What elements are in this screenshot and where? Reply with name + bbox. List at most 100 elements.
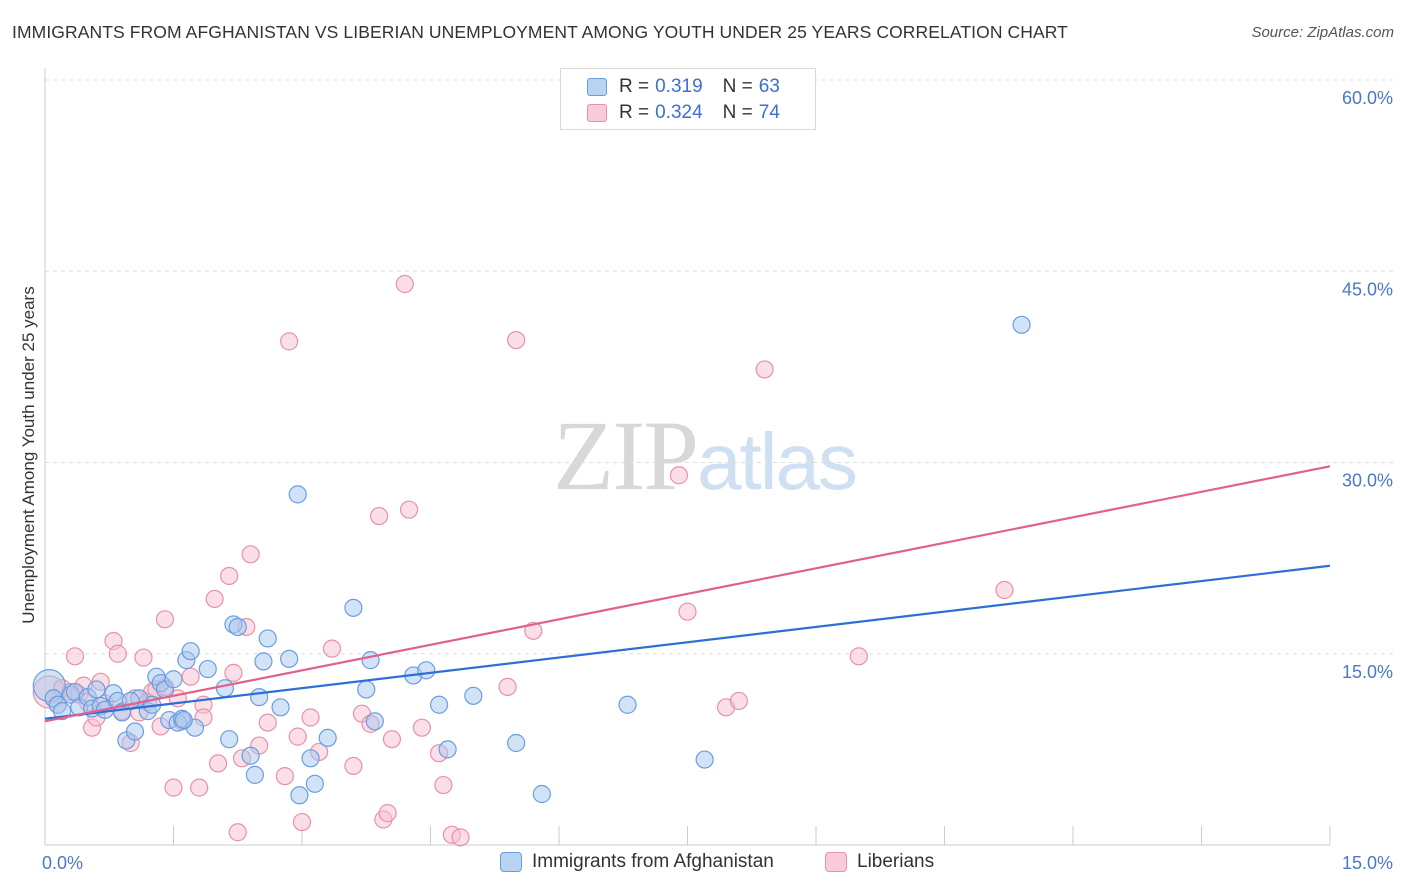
blue-point [280,649,299,668]
y-tick-label: 30.0% [1342,471,1393,491]
pink-point [524,621,543,640]
blue-point [361,651,380,670]
blue-point [245,765,264,784]
bottom-blue-swatch [500,852,522,872]
pink-point [164,778,183,797]
blue-point [288,485,307,504]
pink-point [241,545,260,564]
pink-point [301,708,320,727]
pink-point [190,778,209,797]
blue-point [254,652,273,671]
pink-point [669,466,689,485]
blue-point [228,617,247,637]
blue-point [215,679,234,698]
blue-swatch [587,78,607,96]
axes [44,68,1331,846]
pink-point [205,589,224,609]
pink-point [181,667,200,686]
blue-point [357,680,376,699]
pink-point [399,500,419,519]
y-tick-label: 15.0% [1342,662,1393,682]
afghanistan-points [32,315,1031,805]
blue-point [301,749,320,768]
blue-point [1012,315,1031,334]
liberians-points [32,274,1014,847]
legend-pink-r-value: 0.324 [655,102,703,123]
blue-point [125,722,145,741]
blue-point [290,786,309,805]
y-tick-label: 60.0% [1342,88,1393,108]
source-credit: Source: ZipAtlas.com [1251,24,1394,41]
bottom-blue-label: Immigrants from Afghanistan [532,851,774,872]
blue-point [250,687,269,707]
pink-point [292,812,312,832]
bottom-legend-pink: Liberians [825,851,934,873]
pink-point [155,610,175,629]
blue-point [305,774,324,793]
legend-blue-n-label: N = [722,76,753,97]
blue-point [174,710,193,730]
pink-point [507,331,526,350]
pink-point [208,754,228,773]
blue-point [271,698,290,717]
pink-point [378,804,397,823]
correlation-legend: R = 0.319 N = 63 R = 0.324 N = 74 [560,68,816,130]
blue-point [87,680,106,699]
pink-point [344,756,363,776]
pink-point [412,718,432,737]
bottom-pink-swatch [825,852,847,872]
bottom-legend-blue: Immigrants from Afghanistan [500,851,774,873]
y-axis-label: Unemployment Among Youth under 25 years [19,286,38,623]
blue-point [241,746,260,765]
pink-point [755,360,774,379]
blue-point [532,784,551,804]
legend-pink-r-label: R = [619,102,650,123]
legend-blue-r-label: R = [619,76,650,97]
pink-point [395,274,414,294]
legend-row-pink: R = 0.324 N = 74 [587,100,780,126]
trend-lines [44,465,1331,723]
tick-labels: 15.0% 30.0% 45.0% 60.0% 0.0% 15.0% [42,88,1393,873]
blue-point [618,695,637,714]
blue-point [198,659,217,679]
blue-point [417,661,436,680]
pink-point [370,506,389,526]
legend-blue-r-value: 0.319 [655,76,703,97]
pink-point [224,663,243,682]
blue-point [507,733,526,753]
gridlines [45,79,1395,655]
pink-point [322,639,342,658]
pink-point [228,823,247,842]
pink-point [995,580,1014,600]
blue-point [438,740,457,759]
blue-point [258,629,277,648]
blue-point [464,686,483,705]
pink-point [451,828,470,847]
x-tick-label-max: 15.0% [1342,853,1393,873]
legend-blue-n-value: 63 [758,76,780,97]
pink-trend-line [44,465,1331,723]
pink-point [849,647,868,666]
watermark: ZIPatlas [553,398,858,513]
pink-point [220,566,239,586]
bottom-pink-label: Liberians [857,851,935,872]
blue-point [344,598,363,617]
pink-point [275,767,294,786]
pink-point [65,647,85,666]
chart-title: IMMIGRANTS FROM AFGHANISTAN VS LIBERIAN … [12,22,1068,42]
pink-point [288,727,307,746]
blue-trend-line [44,564,1331,720]
blue-point [695,750,714,769]
pink-point [134,648,153,667]
legend-pink-n-label: N = [722,102,753,123]
blue-point [164,670,183,689]
pink-point [108,644,127,663]
y-tick-label: 45.0% [1342,279,1393,299]
pink-point [258,713,277,732]
legend-pink-n-value: 74 [758,102,780,123]
pink-point [498,677,517,697]
blue-point [220,730,239,749]
pink-swatch [587,104,607,122]
pink-point [678,602,697,621]
